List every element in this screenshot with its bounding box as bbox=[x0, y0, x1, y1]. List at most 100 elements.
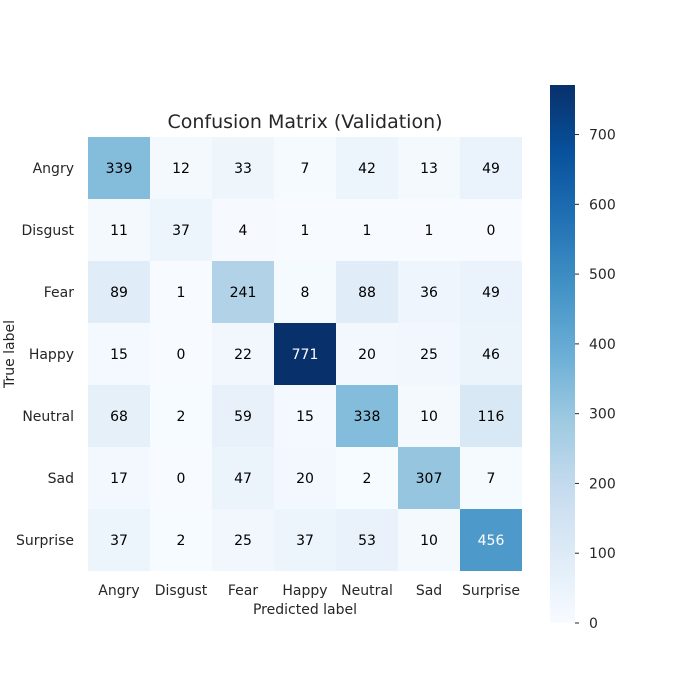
heatmap-cell bbox=[398, 137, 460, 199]
x-tick-label: Neutral bbox=[341, 583, 393, 599]
cell-value-label: 68 bbox=[110, 409, 128, 425]
cell-value-label: 339 bbox=[106, 161, 133, 177]
heatmap-cell bbox=[150, 509, 212, 571]
cell-value-label: 49 bbox=[482, 161, 500, 177]
heatmap-cell bbox=[150, 261, 212, 323]
cell-value-label: 10 bbox=[420, 409, 438, 425]
cell-value-label: 37 bbox=[110, 533, 128, 549]
heatmap-cell bbox=[336, 199, 398, 261]
heatmap-cell bbox=[398, 385, 460, 447]
heatmap-cell bbox=[212, 261, 274, 323]
x-tick-label: Sad bbox=[416, 583, 442, 599]
x-tick-label: Fear bbox=[228, 583, 258, 599]
heatmap-cell bbox=[460, 385, 522, 447]
cell-value-label: 11 bbox=[110, 223, 128, 239]
cell-value-label: 20 bbox=[358, 347, 376, 363]
heatmap-cell bbox=[336, 323, 398, 385]
x-axis-ticks: Angry Disgust Fear Happy Neutral Sad Surprise bbox=[98, 583, 520, 599]
colorbar-tick-label: 300 bbox=[589, 407, 616, 423]
cell-value-label: 0 bbox=[487, 223, 496, 239]
cell-value-label: 2 bbox=[177, 533, 186, 549]
colorbar-gradient bbox=[550, 85, 575, 623]
x-tick-label: Angry bbox=[98, 583, 139, 599]
heatmap-cell bbox=[460, 447, 522, 509]
heatmap-cell bbox=[398, 323, 460, 385]
heatmap-cell bbox=[336, 385, 398, 447]
y-tick-label: Surprise bbox=[16, 533, 74, 549]
cell-value-label: 47 bbox=[234, 471, 252, 487]
heatmap-cell bbox=[336, 137, 398, 199]
heatmap-cell bbox=[212, 323, 274, 385]
colorbar-tick-label: 100 bbox=[589, 546, 616, 562]
cell-value-label: 456 bbox=[478, 533, 505, 549]
cell-value-label: 33 bbox=[234, 161, 252, 177]
x-tick-label: Disgust bbox=[155, 583, 208, 599]
cell-value-label: 59 bbox=[234, 409, 252, 425]
heatmap-cell bbox=[88, 137, 150, 199]
cell-value-label: 338 bbox=[354, 409, 381, 425]
cell-value-label: 0 bbox=[177, 347, 186, 363]
cell-value-label: 37 bbox=[296, 533, 314, 549]
heatmap-cell bbox=[274, 323, 336, 385]
cell-value-label: 17 bbox=[110, 471, 128, 487]
y-tick-label: Disgust bbox=[21, 223, 74, 239]
heatmap-cell bbox=[336, 509, 398, 571]
heatmap-cell bbox=[460, 509, 522, 571]
heatmap-cell bbox=[274, 509, 336, 571]
y-tick-label: Fear bbox=[44, 285, 74, 301]
colorbar-tick-label: 700 bbox=[589, 128, 616, 144]
heatmap-cell bbox=[212, 509, 274, 571]
heatmap-cell bbox=[274, 261, 336, 323]
colorbar-tick-label: 0 bbox=[589, 616, 598, 632]
cell-value-label: 15 bbox=[110, 347, 128, 363]
y-tick-label: Sad bbox=[48, 471, 74, 487]
y-axis-title: True label bbox=[2, 320, 18, 389]
heatmap-cell bbox=[336, 261, 398, 323]
cell-value-label: 20 bbox=[296, 471, 314, 487]
cell-value-label: 49 bbox=[482, 285, 500, 301]
cell-value-label: 89 bbox=[110, 285, 128, 301]
heatmap-cell bbox=[460, 261, 522, 323]
y-tick-label: Angry bbox=[33, 161, 74, 177]
cell-value-label: 8 bbox=[301, 285, 310, 301]
heatmap-cell bbox=[212, 385, 274, 447]
colorbar: 0 100 200 300 400 500 600 700 bbox=[550, 85, 616, 632]
heatmap-cell bbox=[212, 199, 274, 261]
heatmap-cell bbox=[274, 447, 336, 509]
chart-title: Confusion Matrix (Validation) bbox=[167, 111, 442, 133]
heatmap-cell bbox=[88, 199, 150, 261]
heatmap-cell bbox=[398, 447, 460, 509]
cell-value-label: 1 bbox=[301, 223, 310, 239]
heatmap-cell bbox=[150, 447, 212, 509]
cell-value-label: 771 bbox=[292, 347, 319, 363]
cell-value-label: 25 bbox=[234, 533, 252, 549]
cell-value-label: 1 bbox=[177, 285, 186, 301]
cell-value-label: 2 bbox=[177, 409, 186, 425]
heatmap-cell bbox=[398, 509, 460, 571]
cell-value-label: 0 bbox=[177, 471, 186, 487]
heatmap-cells bbox=[88, 137, 522, 571]
cell-value-label: 4 bbox=[239, 223, 248, 239]
heatmap-cell bbox=[150, 385, 212, 447]
heatmap-cell bbox=[150, 137, 212, 199]
cell-value-label: 7 bbox=[301, 161, 310, 177]
heatmap-cell bbox=[460, 323, 522, 385]
colorbar-tick-label: 400 bbox=[589, 337, 616, 353]
heatmap-cell bbox=[88, 385, 150, 447]
heatmap-cell bbox=[398, 261, 460, 323]
x-tick-label: Surprise bbox=[462, 583, 520, 599]
cell-value-label: 88 bbox=[358, 285, 376, 301]
y-axis-ticks: Angry Disgust Fear Happy Neutral Sad Surprise bbox=[16, 161, 74, 549]
heatmap-cell bbox=[460, 199, 522, 261]
heatmap-cell bbox=[150, 199, 212, 261]
heatmap-cell bbox=[212, 137, 274, 199]
y-tick-label: Neutral bbox=[22, 409, 74, 425]
cell-value-label: 10 bbox=[420, 533, 438, 549]
cell-value-label: 1 bbox=[425, 223, 434, 239]
cell-value-label: 241 bbox=[230, 285, 257, 301]
cell-value-label: 15 bbox=[296, 409, 314, 425]
heatmap-cell bbox=[274, 137, 336, 199]
cell-value-label: 116 bbox=[478, 409, 505, 425]
cell-value-label: 53 bbox=[358, 533, 376, 549]
